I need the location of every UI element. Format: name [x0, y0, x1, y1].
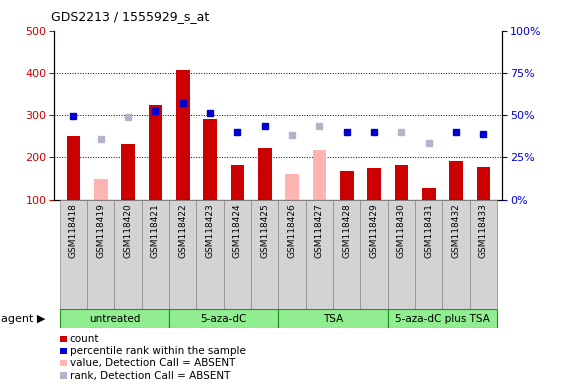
- Text: rank, Detection Call = ABSENT: rank, Detection Call = ABSENT: [70, 371, 230, 381]
- Text: GSM118422: GSM118422: [178, 203, 187, 258]
- Text: 5-aza-dC: 5-aza-dC: [200, 314, 247, 324]
- Bar: [312, 150, 326, 200]
- Bar: [443, 200, 470, 309]
- Text: GSM118428: GSM118428: [342, 203, 351, 258]
- Bar: [169, 200, 196, 309]
- Bar: [415, 200, 443, 309]
- Bar: [279, 200, 305, 309]
- Bar: [395, 166, 408, 200]
- Text: GDS2213 / 1555929_s_at: GDS2213 / 1555929_s_at: [51, 10, 210, 23]
- Text: GSM118431: GSM118431: [424, 203, 433, 258]
- Bar: [251, 200, 279, 309]
- Bar: [169, 309, 279, 328]
- Bar: [422, 188, 436, 200]
- Bar: [470, 200, 497, 309]
- Text: untreated: untreated: [89, 314, 140, 324]
- Text: GSM118424: GSM118424: [233, 203, 242, 258]
- Bar: [60, 309, 169, 328]
- Bar: [258, 148, 272, 200]
- Bar: [231, 166, 244, 200]
- Text: GSM118427: GSM118427: [315, 203, 324, 258]
- Bar: [285, 174, 299, 200]
- Bar: [114, 200, 142, 309]
- Bar: [121, 144, 135, 200]
- Bar: [142, 200, 169, 309]
- Text: GSM118432: GSM118432: [452, 203, 461, 258]
- Text: value, Detection Call = ABSENT: value, Detection Call = ABSENT: [70, 358, 235, 368]
- Text: GSM118429: GSM118429: [369, 203, 379, 258]
- Text: agent ▶: agent ▶: [1, 314, 46, 324]
- Text: GSM118420: GSM118420: [123, 203, 132, 258]
- Bar: [305, 200, 333, 309]
- Text: GSM118433: GSM118433: [479, 203, 488, 258]
- Text: GSM118425: GSM118425: [260, 203, 269, 258]
- Bar: [196, 200, 224, 309]
- Text: GSM118423: GSM118423: [206, 203, 215, 258]
- Bar: [176, 70, 190, 200]
- Bar: [224, 200, 251, 309]
- Bar: [333, 200, 360, 309]
- Text: 5-aza-dC plus TSA: 5-aza-dC plus TSA: [395, 314, 490, 324]
- Text: GSM118426: GSM118426: [288, 203, 296, 258]
- Text: count: count: [70, 334, 99, 344]
- Bar: [87, 200, 114, 309]
- Bar: [449, 161, 463, 200]
- Bar: [477, 167, 490, 200]
- Bar: [203, 119, 217, 200]
- Text: GSM118418: GSM118418: [69, 203, 78, 258]
- Bar: [94, 179, 107, 200]
- Bar: [388, 200, 415, 309]
- Text: TSA: TSA: [323, 314, 343, 324]
- Bar: [148, 106, 162, 200]
- Text: GSM118421: GSM118421: [151, 203, 160, 258]
- Bar: [67, 136, 80, 200]
- Bar: [279, 309, 388, 328]
- Bar: [340, 171, 353, 200]
- Text: GSM118430: GSM118430: [397, 203, 406, 258]
- Text: percentile rank within the sample: percentile rank within the sample: [70, 346, 246, 356]
- Text: GSM118419: GSM118419: [96, 203, 105, 258]
- Bar: [367, 168, 381, 200]
- Bar: [60, 200, 87, 309]
- Bar: [360, 200, 388, 309]
- Bar: [388, 309, 497, 328]
